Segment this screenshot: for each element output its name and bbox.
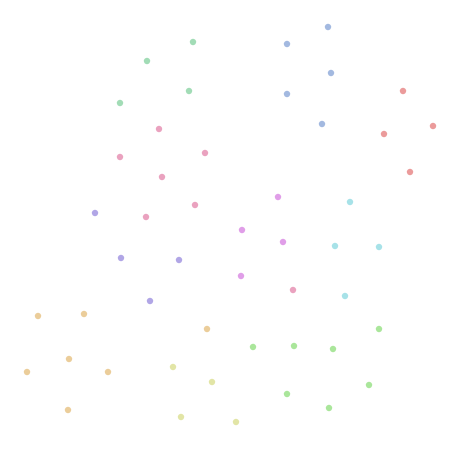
scatter-point [34,312,42,320]
scatter-point [91,209,99,217]
scatter-point [175,256,183,264]
scatter-point [346,198,354,206]
scatter-point [189,38,197,46]
scatter-point [341,292,349,300]
scatter-point [146,297,154,305]
scatter-point [177,413,185,421]
scatter-point [169,363,177,371]
scatter-point [318,120,326,128]
scatter-point [365,381,373,389]
scatter-point [23,368,31,376]
scatter-point [283,40,291,48]
scatter-point [329,345,337,353]
scatter-point [208,378,216,386]
data-points [23,23,437,426]
scatter-point [158,173,166,181]
scatter-point [64,406,72,414]
scatter-point [237,272,245,280]
scatter-point [116,153,124,161]
scatter-point [380,130,388,138]
scatter-point [375,243,383,251]
scatter-point [191,201,199,209]
scatter-point [116,99,124,107]
scatter-point [142,213,150,221]
scatter-point [283,90,291,98]
scatter-point [80,310,88,318]
scatter-point [279,238,287,246]
scatter-point [406,168,414,176]
scatter-point [232,418,240,426]
scatter-point [324,23,332,31]
scatter-point [65,355,73,363]
scatter-point [185,87,193,95]
scatter-point [327,69,335,77]
scatter-point [117,254,125,262]
scatter-point [104,368,112,376]
scatter-point [429,122,437,130]
scatter-point [399,87,407,95]
scatter-point [203,325,211,333]
scatter-point [290,342,298,350]
scatter-point [249,343,257,351]
scatter-point [274,193,282,201]
scatter-point [143,57,151,65]
scatter-point [331,242,339,250]
scatter-point [238,226,246,234]
scatter-point [283,390,291,398]
scatter-point [201,149,209,157]
scatter-point [155,125,163,133]
scatter-point [375,325,383,333]
scatter-point [325,404,333,412]
scatter-point [289,286,297,294]
